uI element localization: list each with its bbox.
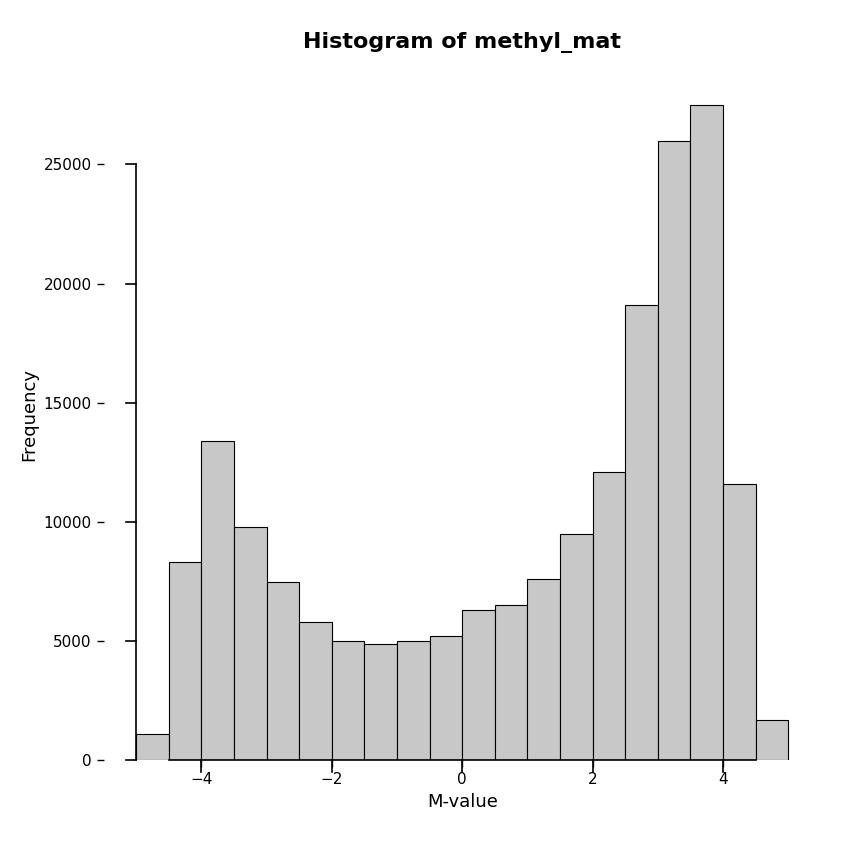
Bar <box>756 720 788 760</box>
Bar <box>593 472 626 760</box>
Bar <box>299 622 332 760</box>
Bar <box>201 441 234 760</box>
Bar <box>137 734 168 760</box>
Bar <box>365 644 397 760</box>
Bar <box>397 641 429 760</box>
X-axis label: M-value: M-value <box>427 792 498 810</box>
Bar <box>168 562 201 760</box>
Bar <box>462 610 495 760</box>
Title: Histogram of methyl_mat: Histogram of methyl_mat <box>303 32 621 54</box>
Bar <box>626 305 658 760</box>
Bar <box>495 606 527 760</box>
Bar <box>527 579 560 760</box>
Bar <box>267 581 299 760</box>
Bar <box>234 527 267 760</box>
Bar <box>690 105 723 760</box>
Y-axis label: Frequency: Frequency <box>20 368 38 461</box>
Bar <box>723 484 756 760</box>
Bar <box>332 641 365 760</box>
Bar <box>429 637 462 760</box>
Bar <box>658 141 690 760</box>
Bar <box>560 534 593 760</box>
